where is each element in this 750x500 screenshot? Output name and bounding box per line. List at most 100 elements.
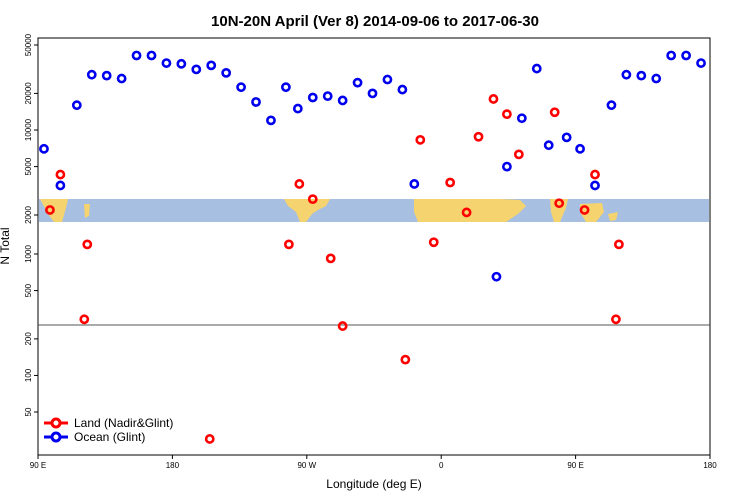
ocean-point	[101, 70, 112, 81]
ocean-point	[146, 50, 157, 61]
ocean-point	[606, 100, 617, 111]
land-point	[400, 354, 411, 365]
y-tick-label: 1000	[24, 245, 33, 263]
land-point	[283, 239, 294, 250]
y-tick-label: 100	[24, 368, 33, 382]
land-point	[415, 134, 426, 145]
ocean-point	[502, 161, 512, 172]
ocean-point	[322, 91, 333, 102]
ocean-point	[86, 69, 97, 80]
y-tick-label: 2000	[24, 206, 33, 224]
y-tick-label: 200	[24, 332, 33, 346]
ocean-point	[397, 84, 408, 95]
ocean-point	[561, 132, 572, 143]
ocean-point	[666, 50, 677, 61]
land-point	[325, 253, 336, 264]
ocean-point	[221, 67, 232, 78]
legend: Land (Nadir&Glint) Ocean (Glint)	[44, 416, 173, 444]
y-tick-label: 50	[24, 407, 33, 416]
ocean-point	[55, 180, 66, 191]
ocean-point	[206, 60, 217, 71]
x-tick-label: 180	[166, 461, 180, 470]
land-point	[549, 107, 560, 118]
land-point	[445, 177, 456, 188]
land-point	[513, 149, 524, 160]
world-map-band	[39, 199, 709, 222]
land-point	[461, 207, 472, 218]
land-point	[79, 314, 90, 325]
ocean-point	[651, 73, 662, 84]
x-axis-label: Longitude (deg E)	[326, 477, 421, 491]
y-tick-label: 500	[24, 283, 33, 297]
ocean-point	[531, 63, 542, 74]
x-tick-label: 90 E	[567, 461, 583, 470]
ocean-point	[176, 58, 187, 69]
chart-title: 10N-20N April (Ver 8) 2014-09-06 to 2017…	[211, 13, 539, 30]
ocean-point	[382, 74, 393, 85]
ocean-point	[367, 88, 378, 99]
land-point	[45, 205, 55, 215]
x-tick-label: 90 E	[30, 461, 46, 470]
y-axis: 50000 20000 10000 5000 2000 1000 500 200 100 50	[24, 33, 38, 416]
land-point	[428, 237, 439, 248]
ocean-point	[575, 143, 585, 154]
ocean-point	[491, 271, 502, 282]
ocean-point	[590, 180, 600, 191]
ocean-point	[409, 179, 420, 189]
data-points	[39, 50, 706, 444]
y-tick-label: 20000	[24, 82, 33, 105]
ocean-point	[266, 115, 276, 126]
land-point	[294, 179, 305, 189]
y-tick-label: 50000	[24, 33, 33, 56]
ocean-point	[621, 69, 632, 80]
land-point	[473, 131, 484, 142]
y-tick-label: 5000	[24, 157, 33, 175]
ocean-point	[307, 92, 318, 103]
ocean-point	[116, 73, 127, 84]
x-axis: 90 E 180 90 W 0 90 E 180	[30, 455, 717, 470]
legend-land-marker	[50, 417, 62, 429]
ocean-point	[696, 58, 706, 68]
land-point	[554, 198, 565, 209]
legend-land-label: Land (Nadir&Glint)	[74, 416, 173, 430]
y-axis-label: N Total	[0, 227, 12, 264]
ocean-point	[39, 143, 49, 154]
land-point	[55, 169, 66, 180]
ocean-point	[161, 58, 172, 68]
plot-frame	[37, 37, 711, 456]
land-point	[337, 321, 348, 331]
ocean-point	[131, 50, 142, 61]
land-point	[204, 434, 215, 444]
ocean-point	[71, 100, 82, 111]
x-tick-label: 180	[703, 461, 717, 470]
land-point	[611, 314, 621, 325]
land-point	[307, 194, 318, 205]
legend-ocean-marker	[50, 431, 62, 443]
ocean-point	[292, 103, 303, 114]
ocean-point	[543, 140, 554, 151]
y-tick-label: 10000	[24, 118, 33, 141]
ocean-point	[516, 113, 527, 124]
ocean-point	[251, 97, 261, 107]
ocean-point	[352, 77, 363, 88]
x-tick-label: 90 W	[297, 461, 316, 470]
x-tick-label: 0	[439, 461, 444, 470]
ocean-point	[681, 50, 692, 61]
land-point	[590, 169, 600, 180]
land-point	[579, 205, 590, 215]
land-point	[502, 109, 512, 120]
ocean-point	[236, 82, 246, 93]
map-ocean	[39, 199, 709, 222]
map-landmass	[608, 212, 618, 221]
ocean-point	[636, 70, 647, 81]
legend-ocean-label: Ocean (Glint)	[74, 430, 145, 444]
ocean-point	[280, 82, 291, 93]
ocean-point	[337, 95, 348, 106]
ocean-point	[191, 64, 202, 75]
map-landmass	[84, 204, 90, 218]
map-landmass	[284, 199, 330, 222]
land-point	[82, 239, 93, 250]
land-point	[614, 239, 624, 250]
land-point	[488, 94, 499, 104]
